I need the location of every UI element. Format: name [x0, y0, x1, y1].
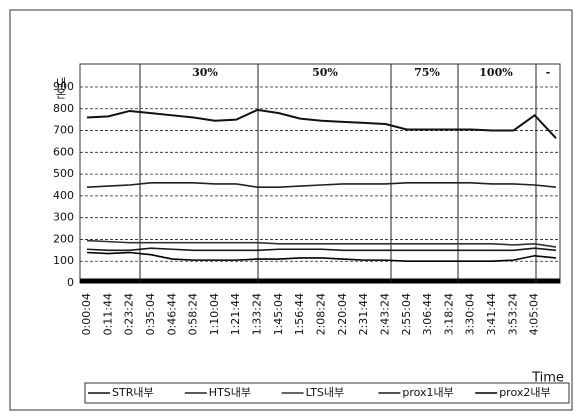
- y-tick-label: 600: [53, 145, 74, 158]
- y-tick-label: 300: [53, 211, 74, 224]
- x-tick-label: 1:10:04: [208, 293, 221, 335]
- phase-label: 30%: [192, 66, 218, 79]
- phase-label: 50%: [312, 66, 338, 79]
- legend-label: HTS내부: [209, 386, 251, 399]
- x-tick-label: 0:11:44: [101, 293, 114, 335]
- x-tick-label: 2:43:24: [378, 293, 391, 335]
- y-tick-label: 400: [53, 189, 74, 202]
- phase-label: -: [546, 66, 551, 79]
- series-line: [86, 182, 557, 188]
- legend-box: [84, 382, 570, 404]
- legend-label: LTS내부: [306, 386, 345, 399]
- series-line: [86, 239, 557, 248]
- legend-label: STR내부: [112, 386, 154, 399]
- x-tick-label: 1:45:04: [272, 293, 285, 335]
- x-tick-label: 3:41:44: [485, 293, 498, 335]
- y-tick-label: 100: [53, 254, 74, 267]
- phase-label: 100%: [479, 66, 513, 79]
- x-tick-label: 3:06:44: [421, 293, 434, 335]
- x-tick-label: 1:56:44: [293, 293, 306, 335]
- series-line: [86, 108, 557, 139]
- x-tick-label: 2:20:04: [336, 293, 349, 335]
- x-tick-label: 4:05:04: [528, 293, 541, 335]
- y-tick-label: 700: [53, 124, 74, 137]
- x-tick-label: 0:35:04: [144, 293, 157, 335]
- frame: [9, 9, 573, 411]
- x-tick-label: 1:21:44: [229, 293, 242, 335]
- x-tick-label: 0:00:04: [80, 293, 93, 335]
- legend-label: prox1내부: [402, 386, 453, 399]
- y-tick-label: 800: [53, 102, 74, 115]
- phase-label: 75%: [414, 66, 440, 79]
- x-tick-label: 0:46:44: [165, 293, 178, 335]
- legend-label: prox2내부: [499, 386, 550, 399]
- x-tick-label: 0:23:24: [123, 293, 136, 335]
- x-tick-label: 3:30:04: [464, 293, 477, 335]
- x-tick-label: 3:18:24: [442, 293, 455, 335]
- x-axis-label: Time: [531, 371, 564, 386]
- series-line: [86, 251, 557, 263]
- x-tick-label: 2:31:44: [357, 293, 370, 335]
- y-axis-label: 내온: [54, 77, 67, 99]
- x-tick-label: 2:08:24: [315, 293, 328, 335]
- x-tick-label: 3:53:24: [506, 293, 519, 335]
- y-tick-label: 900: [53, 80, 74, 93]
- series-line: [86, 247, 557, 252]
- y-tick-label: 200: [53, 232, 74, 245]
- x-tick-label: 2:55:04: [400, 293, 413, 335]
- y-tick-label: 500: [53, 167, 74, 180]
- y-tick-label: 0: [67, 276, 74, 289]
- x-tick-label: 1:33:24: [251, 293, 264, 335]
- x-tick-label: 0:58:24: [187, 293, 200, 335]
